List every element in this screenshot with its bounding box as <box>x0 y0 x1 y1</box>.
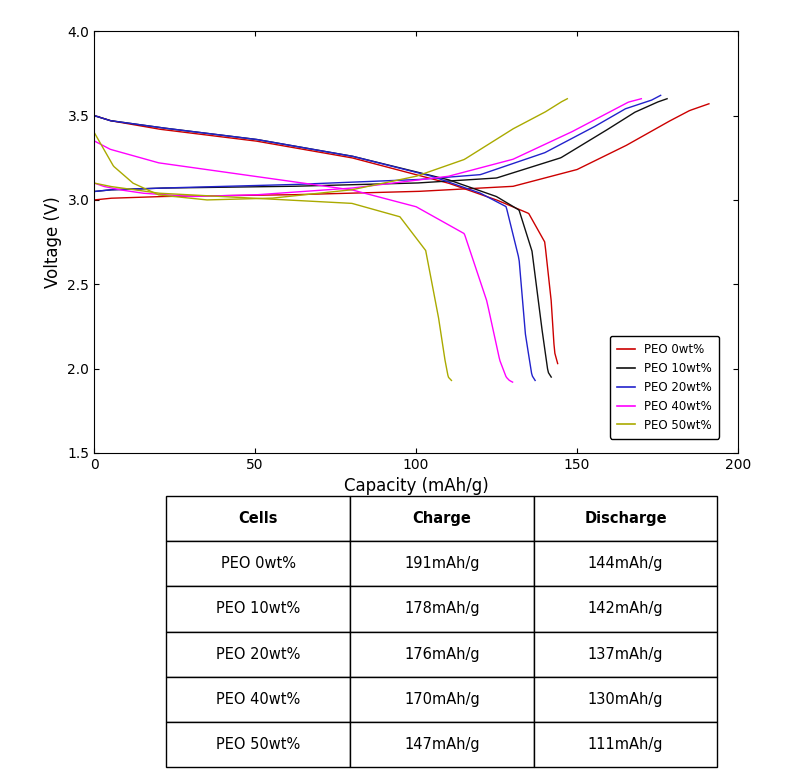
Bar <box>166 632 350 677</box>
Bar <box>350 496 534 541</box>
Bar <box>166 587 350 632</box>
Text: 130mAh/g: 130mAh/g <box>588 692 663 707</box>
Text: PEO 20wt%: PEO 20wt% <box>216 647 301 662</box>
Text: 144mAh/g: 144mAh/g <box>588 556 663 571</box>
Bar <box>350 587 534 632</box>
Text: PEO 50wt%: PEO 50wt% <box>216 737 301 752</box>
X-axis label: Capacity (mAh/g): Capacity (mAh/g) <box>344 477 488 495</box>
Bar <box>166 722 350 768</box>
Legend: PEO 0wt%, PEO 10wt%, PEO 20wt%, PEO 40wt%, PEO 50wt%: PEO 0wt%, PEO 10wt%, PEO 20wt%, PEO 40wt… <box>610 336 719 439</box>
Text: PEO 40wt%: PEO 40wt% <box>216 692 301 707</box>
Text: Cells: Cells <box>239 511 278 526</box>
Bar <box>534 541 717 587</box>
Bar <box>166 496 350 541</box>
Bar <box>350 677 534 722</box>
Text: Discharge: Discharge <box>584 511 667 526</box>
Bar <box>534 496 717 541</box>
Bar <box>534 632 717 677</box>
Bar <box>534 722 717 768</box>
Text: Charge: Charge <box>413 511 471 526</box>
Text: 176mAh/g: 176mAh/g <box>404 647 480 662</box>
Bar <box>350 632 534 677</box>
Text: 111mAh/g: 111mAh/g <box>588 737 663 752</box>
Text: 147mAh/g: 147mAh/g <box>404 737 480 752</box>
Text: 142mAh/g: 142mAh/g <box>588 601 663 616</box>
Text: PEO 10wt%: PEO 10wt% <box>216 601 301 616</box>
Text: 137mAh/g: 137mAh/g <box>588 647 663 662</box>
Bar <box>166 541 350 587</box>
Text: 170mAh/g: 170mAh/g <box>404 692 480 707</box>
Bar <box>350 541 534 587</box>
Text: 178mAh/g: 178mAh/g <box>404 601 480 616</box>
Bar <box>350 722 534 768</box>
Bar <box>534 587 717 632</box>
Text: PEO 0wt%: PEO 0wt% <box>221 556 296 571</box>
Text: 191mAh/g: 191mAh/g <box>404 556 480 571</box>
Bar <box>534 677 717 722</box>
Y-axis label: Voltage (V): Voltage (V) <box>44 196 62 288</box>
Bar <box>166 677 350 722</box>
